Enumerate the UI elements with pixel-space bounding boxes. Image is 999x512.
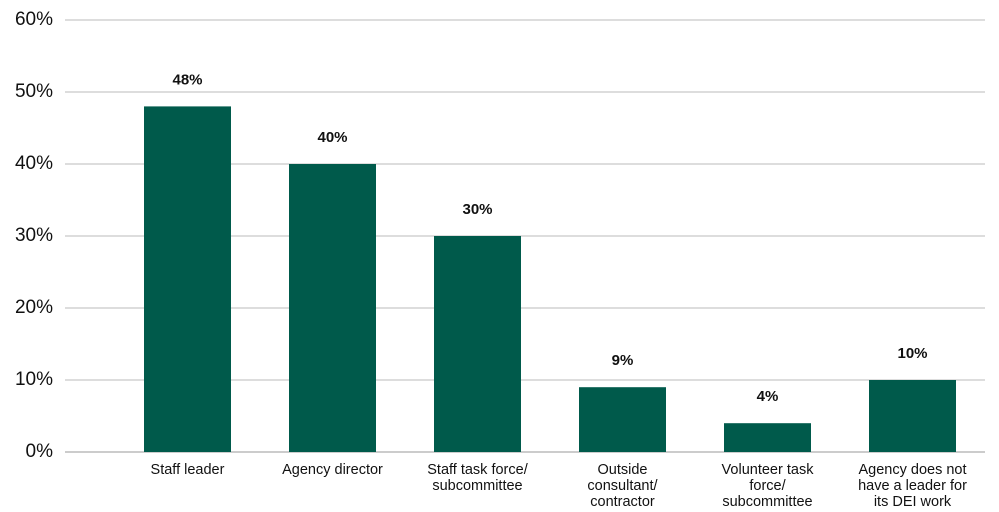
y-tick-label: 50% — [15, 81, 53, 102]
bar — [869, 380, 956, 452]
value-label: 4% — [757, 388, 779, 405]
bar — [144, 106, 231, 453]
y-tick-label: 20% — [15, 297, 53, 318]
x-tick-label: Volunteer task force/ subcommittee — [721, 462, 814, 510]
bar — [724, 423, 811, 452]
value-label: 40% — [317, 129, 347, 146]
value-label: 9% — [612, 352, 634, 369]
x-tick-label: Staff task force/ subcommittee — [427, 462, 528, 494]
x-tick-label: Agency does not have a leader for its DE… — [858, 462, 967, 510]
y-tick-label: 60% — [15, 9, 53, 30]
value-label: 48% — [172, 71, 202, 88]
x-tick-label: Staff leader — [150, 462, 225, 478]
x-tick-label: Outside consultant/ contractor — [587, 462, 658, 510]
bar — [579, 387, 666, 452]
x-tick-label: Agency director — [282, 462, 383, 478]
y-tick-label: 0% — [26, 441, 54, 462]
bar — [434, 236, 521, 452]
value-label: 10% — [897, 345, 927, 362]
y-tick-label: 10% — [15, 369, 53, 390]
value-label: 30% — [462, 201, 492, 218]
y-tick-label: 30% — [15, 225, 53, 246]
bar — [289, 164, 376, 452]
y-tick-label: 40% — [15, 153, 53, 174]
